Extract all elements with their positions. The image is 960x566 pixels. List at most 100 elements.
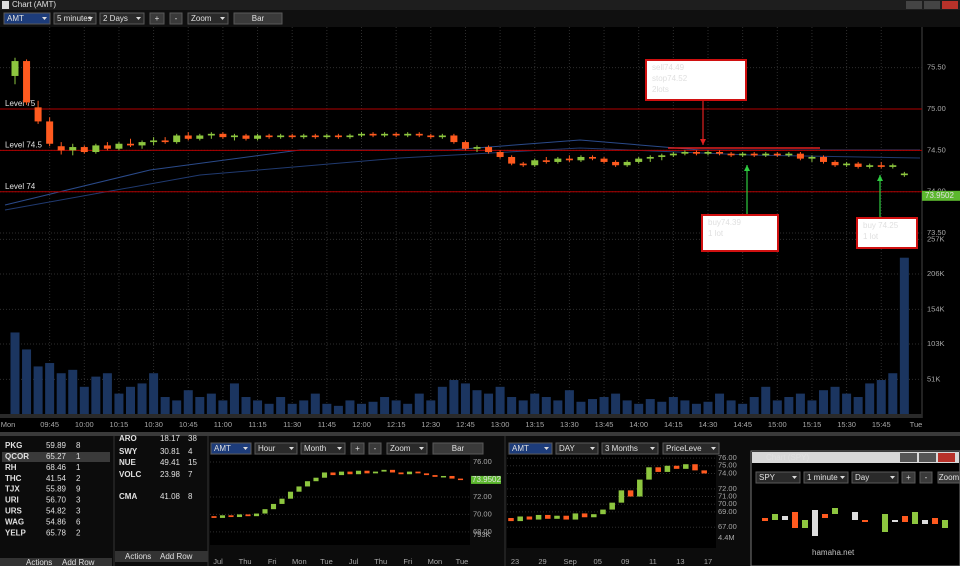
button[interactable]: [350, 442, 365, 455]
dropdown[interactable]: [3, 12, 51, 25]
quantity: 1: [76, 452, 81, 461]
spy-candle: [902, 516, 908, 522]
dropdown[interactable]: [210, 442, 252, 455]
candle-body: [519, 163, 527, 166]
volume-bar: [45, 363, 55, 414]
candle-body: [346, 135, 354, 138]
candle-body: [46, 121, 54, 144]
button[interactable]: [169, 12, 183, 25]
chart-area: [507, 455, 716, 548]
dropdown[interactable]: [755, 471, 801, 484]
y-tick-label: 75.50: [927, 63, 946, 72]
last-price-box: [922, 190, 960, 201]
volume-bar: [218, 400, 228, 414]
dropdown[interactable]: [601, 442, 659, 455]
maximize-button[interactable]: [924, 1, 940, 9]
candle-body: [457, 478, 464, 481]
candle-body: [750, 153, 758, 156]
candle-body: [304, 481, 311, 487]
candle-body: [646, 156, 654, 159]
button-label: +: [906, 473, 911, 482]
dropdown[interactable]: [851, 471, 899, 484]
volume-tick-label: 103K: [927, 339, 945, 348]
volume-bar: [830, 386, 840, 414]
candle-body: [355, 470, 362, 475]
dropdown-label: 3 Months: [605, 444, 638, 453]
add-row-button: Add Row: [62, 558, 95, 566]
x-tick-label: Mon: [428, 557, 443, 566]
volume-bar: [102, 373, 112, 414]
button[interactable]: [937, 471, 960, 484]
button[interactable]: [368, 442, 382, 455]
close-button[interactable]: [938, 453, 955, 462]
candle-body: [681, 152, 689, 154]
close-button[interactable]: [942, 1, 958, 9]
dropdown[interactable]: [99, 12, 145, 25]
candle-body: [69, 147, 77, 151]
dropdown[interactable]: [187, 12, 229, 25]
minimize-button[interactable]: [906, 1, 922, 9]
button[interactable]: [233, 12, 283, 25]
x-tick-label: 15:00: [768, 420, 787, 429]
dropdown[interactable]: [508, 442, 553, 455]
dropdown[interactable]: [254, 442, 298, 455]
button[interactable]: [149, 12, 165, 25]
candle-body: [449, 475, 455, 479]
y-tick-label: 69.00: [718, 507, 737, 516]
candle-body: [692, 464, 698, 471]
dropdown[interactable]: [53, 12, 97, 25]
annotation-text: sell74.49: [652, 63, 685, 72]
volume-bar: [484, 393, 494, 414]
candle-body: [364, 470, 370, 474]
volume-bar: [715, 393, 725, 414]
button[interactable]: [432, 442, 484, 455]
volume-bar: [33, 366, 43, 414]
dropdown[interactable]: [300, 442, 346, 455]
candle-body: [313, 477, 319, 482]
volume-bar: [668, 397, 678, 414]
annotation-box: [645, 59, 747, 101]
volume-bar: [899, 257, 909, 414]
candle-body: [415, 133, 423, 136]
dropdown-label: 1 minute: [807, 473, 838, 482]
candle-body: [565, 158, 573, 161]
x-tick-label: 12:30: [421, 420, 440, 429]
dropdown-arrow: [419, 447, 424, 450]
minimize-button[interactable]: [900, 453, 917, 462]
level-label: Level 75: [5, 99, 36, 108]
volume-bar: [229, 383, 239, 414]
dropdown-arrow: [840, 476, 845, 479]
title-bar: [752, 452, 959, 463]
dropdown[interactable]: [555, 442, 599, 455]
x-tick-label: 15:30: [837, 420, 856, 429]
candle-body: [485, 147, 493, 153]
button[interactable]: [901, 471, 916, 484]
candle-body: [219, 133, 227, 138]
spy-candle: [852, 512, 858, 520]
x-tick-label: 13:45: [595, 420, 614, 429]
button-label: +: [155, 14, 160, 23]
annotation-text: 1 lot: [863, 232, 879, 241]
annotation-box: [701, 214, 779, 252]
volume-bar: [310, 393, 320, 414]
price: 23.98: [160, 470, 181, 479]
x-tick-label: 15:45: [872, 420, 891, 429]
candle-body: [296, 486, 302, 492]
button[interactable]: [919, 471, 933, 484]
arrow-head: [877, 175, 883, 181]
y-tick-label: 74.00: [718, 468, 737, 477]
dropdown[interactable]: [386, 442, 428, 455]
y-tick-label: 76.00: [473, 457, 492, 466]
maximize-button[interactable]: [919, 453, 936, 462]
level-label: Level 74.5: [5, 140, 42, 149]
dropdown[interactable]: [662, 442, 720, 455]
volume-bar: [865, 383, 875, 414]
candle-body: [369, 133, 377, 136]
dropdown[interactable]: [803, 471, 849, 484]
candle-body: [161, 140, 169, 143]
symbol: URS: [5, 507, 23, 516]
x-tick-label: 14:00: [629, 420, 648, 429]
y-tick-label: 72.00: [473, 492, 492, 501]
candle-body: [572, 513, 579, 520]
